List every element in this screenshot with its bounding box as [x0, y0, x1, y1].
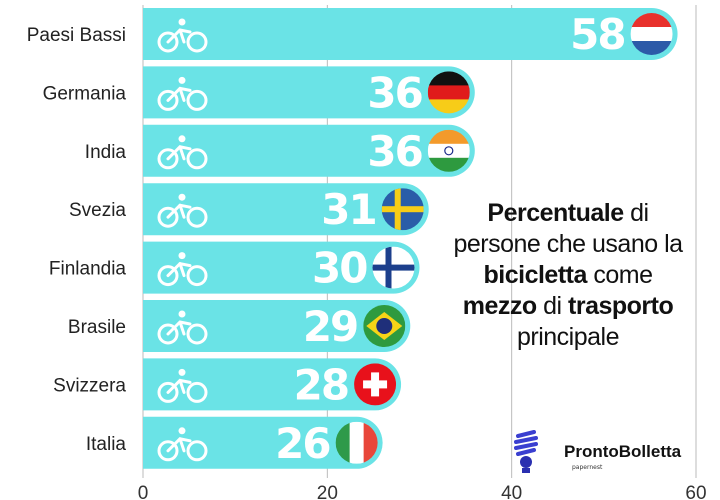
title-part: Percentuale — [487, 199, 624, 227]
category-label: Brasile — [68, 317, 126, 338]
bar-group: Brasile 29 — [68, 300, 411, 352]
bicycle-icon — [157, 76, 208, 111]
x-tick-label: 40 — [501, 483, 522, 500]
switzerland-flag-icon — [354, 363, 397, 406]
value-label: 58 — [570, 10, 624, 59]
value-label: 36 — [367, 127, 421, 176]
title-part: trasporto — [568, 292, 674, 320]
bicycle-icon — [157, 252, 208, 287]
bar-group: Svizzera 28 — [53, 358, 402, 411]
title-part: di — [536, 292, 569, 320]
bicycle-icon — [157, 18, 208, 53]
bicycle-icon — [157, 310, 208, 345]
bar-group: Svezia 31 — [69, 183, 429, 236]
chart-title: Percentuale di persone che usano la bici… — [448, 198, 688, 353]
bar — [143, 66, 475, 119]
bar — [143, 8, 678, 60]
finland-flag-icon — [372, 246, 415, 289]
category-label: Italia — [86, 434, 127, 455]
bar — [143, 241, 420, 294]
lightbulb-icon — [514, 430, 538, 473]
bicycle-icon — [157, 193, 208, 228]
bar-group: Paesi Bassi 58 — [27, 8, 678, 60]
netherlands-flag-icon — [630, 13, 673, 55]
brazil-flag-icon — [363, 305, 406, 347]
title-part: di persone che usano la — [453, 199, 683, 258]
germany-flag-icon — [427, 71, 470, 114]
bar-group: Germania 36 — [43, 66, 475, 119]
bar-group: India 36 — [85, 124, 475, 177]
bar-group: Italia 26 — [86, 416, 383, 469]
value-label: 30 — [312, 244, 367, 293]
x-tick-label: 0 — [138, 483, 149, 500]
logo-brand: ProntoBolletta — [564, 442, 682, 461]
value-label: 29 — [303, 302, 357, 351]
title-part: principale — [516, 323, 620, 351]
x-tick-label: 60 — [685, 483, 706, 500]
category-label: Germania — [43, 83, 127, 104]
title-part: come — [586, 261, 653, 289]
india-flag-icon — [427, 129, 470, 172]
x-tick-label: 20 — [317, 483, 338, 500]
value-label: 36 — [367, 68, 421, 117]
italy-flag-icon — [335, 421, 378, 464]
category-label: Finlandia — [49, 259, 127, 280]
bicycle-icon — [157, 427, 208, 462]
category-label: Svizzera — [53, 375, 126, 396]
logo-sub: papernest — [572, 464, 603, 471]
bicycle-icon — [157, 368, 208, 403]
bar-group: Finlandia 30 — [49, 241, 420, 294]
value-label: 28 — [294, 360, 348, 409]
category-label: Svezia — [69, 200, 126, 221]
prontobolletta-logo: ProntoBolletta papernest — [512, 428, 702, 478]
value-label: 31 — [321, 185, 375, 234]
value-label: 26 — [275, 419, 329, 468]
title-part: bicicletta — [483, 261, 588, 289]
bar — [143, 358, 402, 411]
bicycle-icon — [157, 135, 208, 170]
bar — [143, 124, 475, 177]
category-label: India — [85, 142, 127, 163]
bar — [143, 300, 411, 352]
bar — [143, 183, 429, 236]
category-label: Paesi Bassi — [27, 25, 126, 46]
sweden-flag-icon — [381, 188, 424, 231]
title-part: mezzo — [462, 292, 537, 320]
